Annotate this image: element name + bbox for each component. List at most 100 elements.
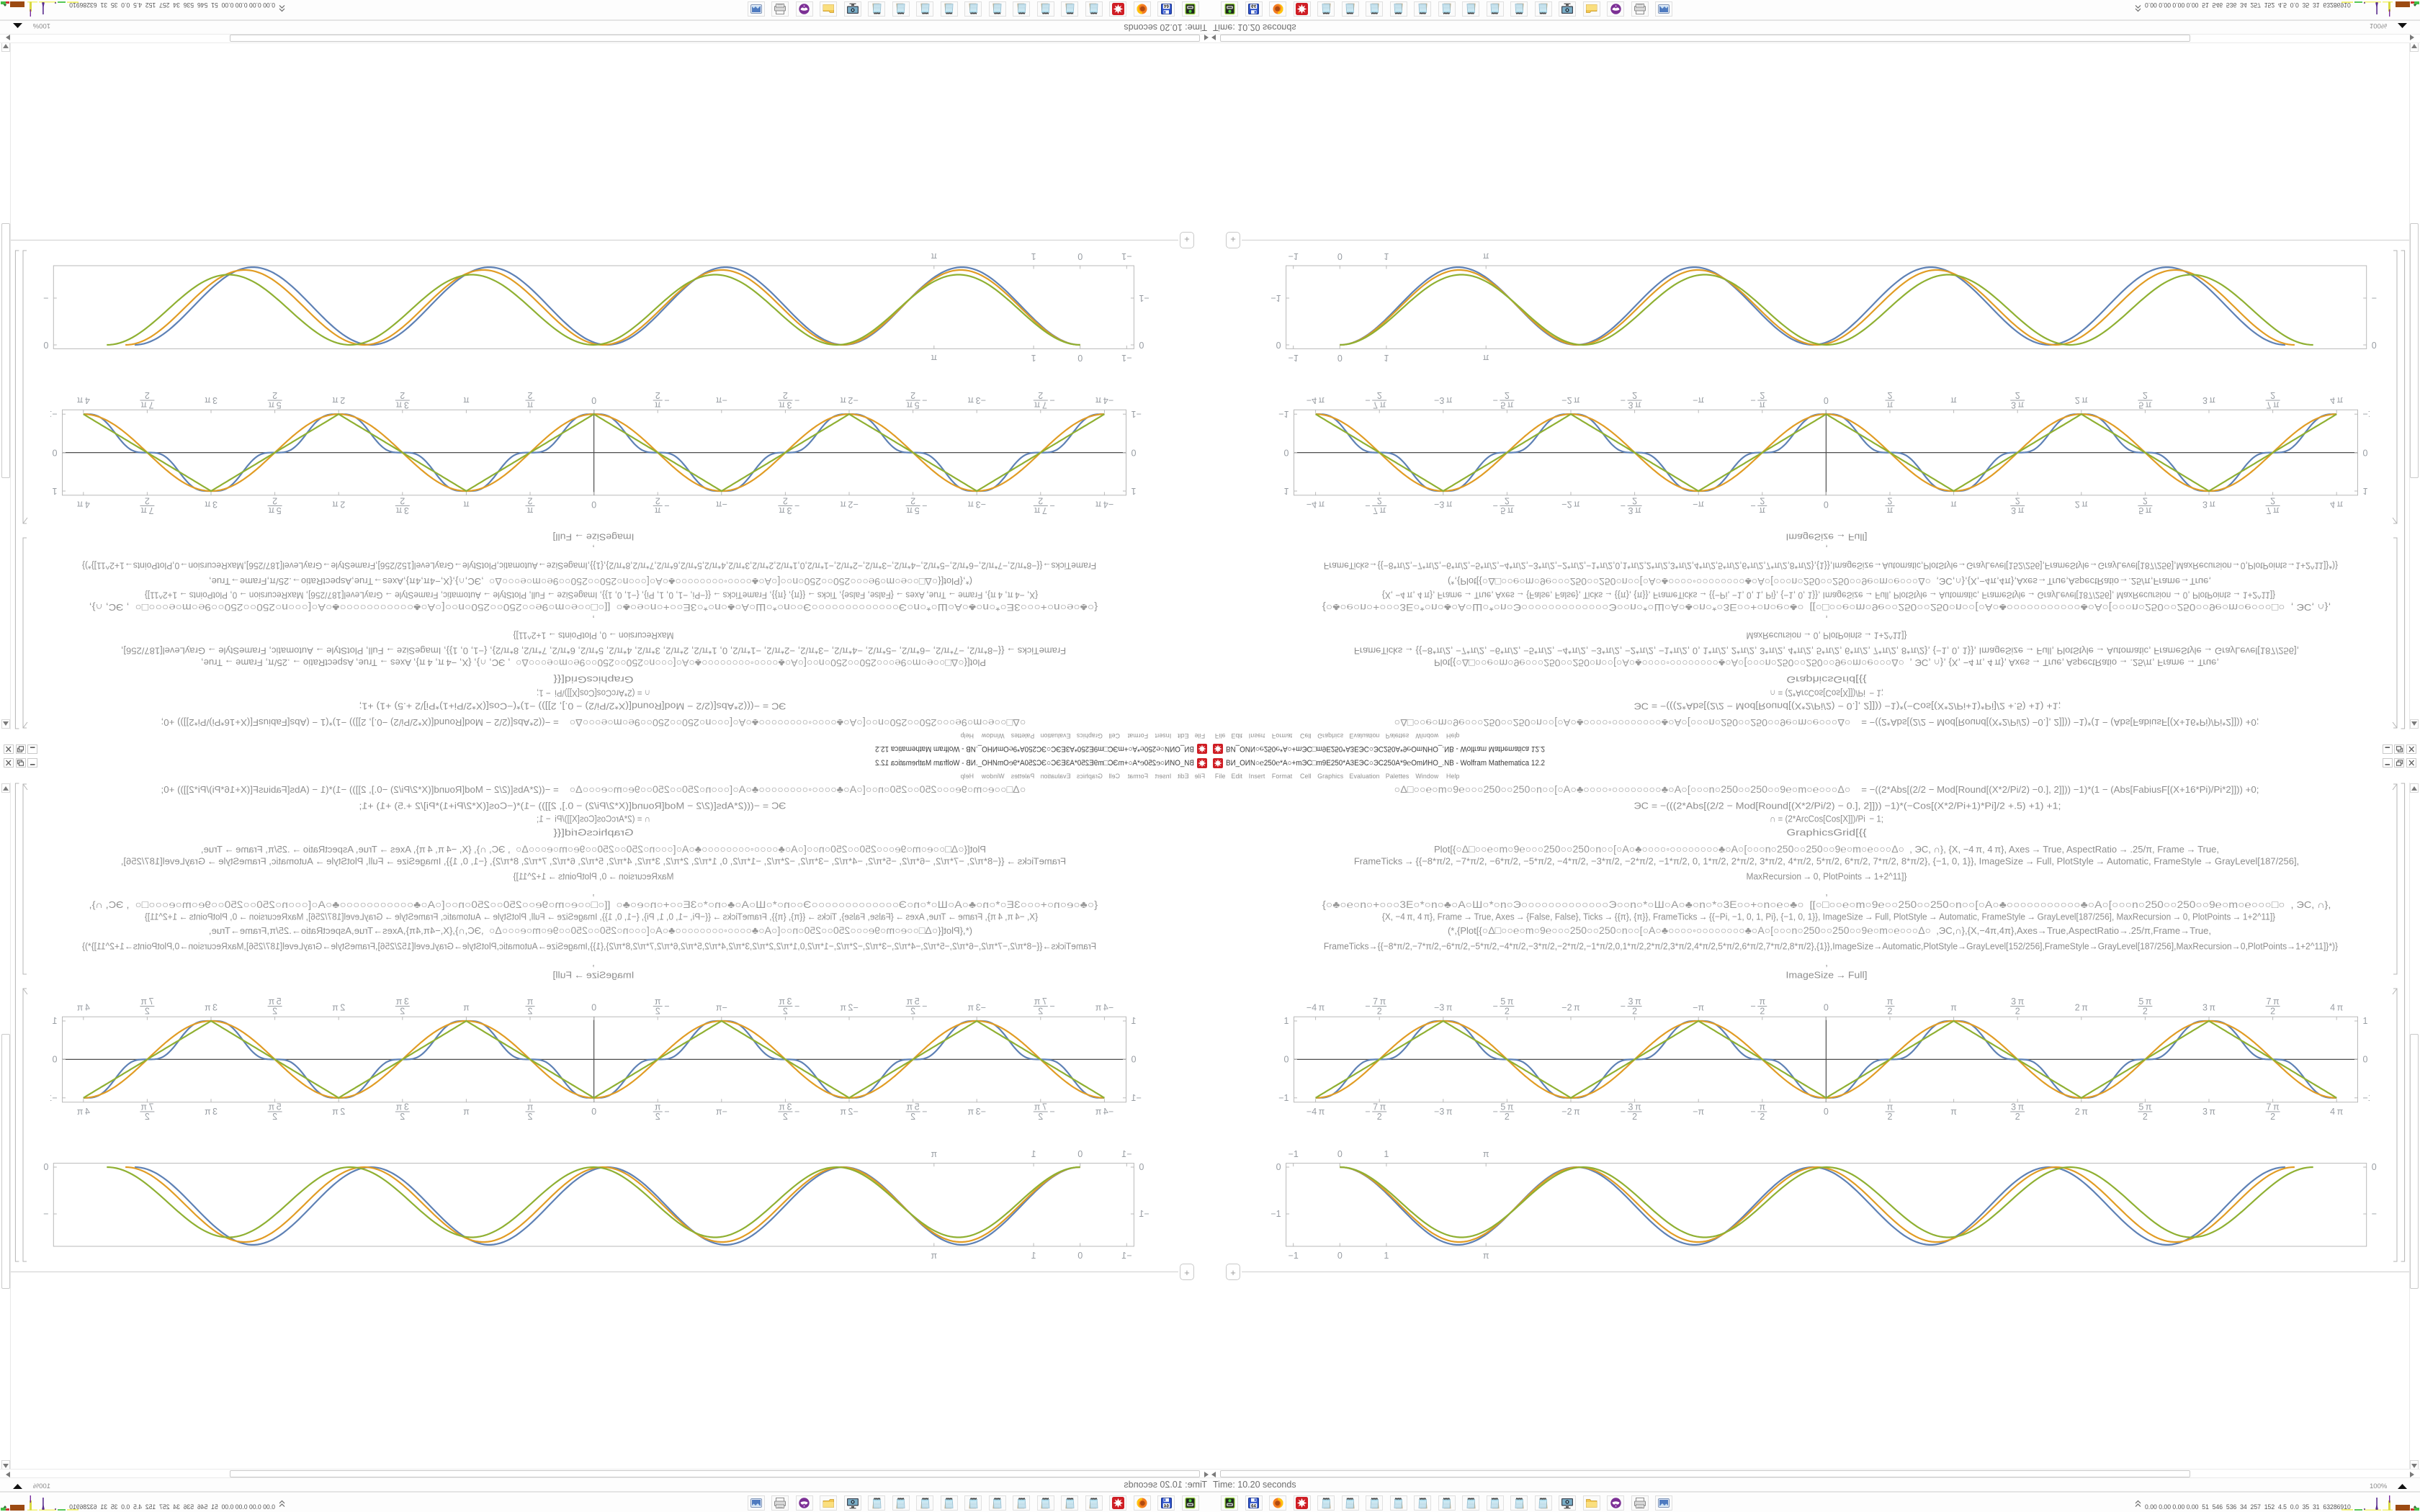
svg-text:−2 π: −2 π [1561, 500, 1580, 510]
svg-text:−3 π: −3 π [1434, 1107, 1453, 1117]
svg-text:0: 0 [591, 395, 596, 405]
svg-text:−: − [1750, 1002, 1755, 1012]
svg-text:−: − [1365, 395, 1370, 405]
svg-text:−1: −1 [43, 293, 48, 303]
svg-text:5 π: 5 π [1500, 1102, 1513, 1112]
svg-text:0: 0 [53, 447, 58, 457]
svg-text:−1: −1 [2363, 1093, 2370, 1103]
svg-text:2: 2 [272, 390, 277, 400]
svg-text:π: π [1759, 1102, 1765, 1112]
svg-text:−: − [664, 395, 669, 405]
svg-text:−1: −1 [1278, 1093, 1289, 1103]
svg-text:5 π: 5 π [2138, 1102, 2151, 1112]
svg-text:−: − [1493, 1107, 1498, 1117]
svg-text:0: 0 [1139, 1162, 1144, 1172]
svg-text:−1: −1 [2363, 409, 2370, 419]
svg-text:2: 2 [1888, 1112, 1893, 1122]
svg-text:5 π: 5 π [1500, 996, 1513, 1007]
svg-text:0: 0 [1337, 353, 1343, 363]
svg-text:2 π: 2 π [2075, 1107, 2088, 1117]
svg-text:3 π: 3 π [2202, 500, 2215, 510]
svg-text:−: − [922, 501, 927, 511]
svg-text:3 π: 3 π [2202, 1003, 2215, 1013]
svg-text:2: 2 [2270, 1112, 2275, 1122]
svg-text:7 π: 7 π [1373, 400, 1386, 410]
svg-text:π: π [1950, 1107, 1957, 1117]
svg-text:3 π: 3 π [1628, 1102, 1641, 1112]
svg-text:2: 2 [2015, 390, 2020, 400]
svg-text:−4 π: −4 π [1095, 500, 1113, 510]
svg-text:3 π: 3 π [395, 996, 408, 1007]
svg-text:1: 1 [53, 486, 58, 496]
svg-text:2: 2 [145, 390, 150, 400]
svg-text:3 π: 3 π [1628, 505, 1641, 516]
svg-text:2: 2 [1038, 1112, 1043, 1122]
svg-text:0: 0 [1131, 1055, 1136, 1065]
svg-text:0: 0 [1824, 1003, 1829, 1013]
svg-text:−1: −1 [1271, 293, 1281, 303]
svg-text:2: 2 [2270, 1007, 2275, 1017]
svg-text:−1: −1 [1139, 1209, 1149, 1219]
svg-text:−1: −1 [1271, 1209, 1281, 1219]
svg-text:2: 2 [1760, 1112, 1765, 1122]
svg-text:2: 2 [1760, 496, 1765, 506]
svg-text:4 π: 4 π [76, 1107, 89, 1117]
svg-text:2: 2 [783, 1007, 788, 1017]
svg-text:2: 2 [910, 1112, 915, 1122]
svg-text:2: 2 [145, 1007, 150, 1017]
svg-text:π: π [931, 1251, 937, 1261]
svg-text:−3 π: −3 π [967, 1107, 986, 1117]
svg-text:2: 2 [2143, 496, 2148, 506]
svg-text:π: π [655, 996, 661, 1007]
svg-text:3 π: 3 π [779, 996, 792, 1007]
svg-text:−π: −π [715, 395, 727, 405]
svg-text:2: 2 [910, 496, 915, 506]
svg-text:2: 2 [783, 390, 788, 400]
svg-text:π: π [1950, 1003, 1957, 1013]
svg-text:π: π [655, 1102, 661, 1112]
svg-text:2: 2 [1377, 1112, 1382, 1122]
svg-text:π: π [1950, 500, 1957, 510]
svg-text:1: 1 [1031, 1251, 1036, 1261]
svg-text:π: π [463, 500, 470, 510]
svg-text:π: π [526, 1102, 533, 1112]
svg-text:−2 π: −2 π [840, 500, 859, 510]
svg-text:2: 2 [527, 390, 532, 400]
svg-text:2: 2 [400, 390, 405, 400]
svg-text:5 π: 5 π [268, 505, 281, 516]
svg-text:2: 2 [2143, 1007, 2148, 1017]
svg-text:2: 2 [1505, 1112, 1510, 1122]
svg-text:1: 1 [2363, 486, 2368, 496]
svg-text:1: 1 [1131, 1016, 1136, 1026]
svg-text:−: − [794, 1107, 799, 1117]
svg-text:0: 0 [1824, 395, 1829, 405]
svg-text:0: 0 [1077, 353, 1083, 363]
svg-text:2: 2 [527, 496, 532, 506]
svg-text:7 π: 7 π [1034, 505, 1047, 516]
svg-text:−1: −1 [1289, 1251, 1299, 1261]
svg-text:2: 2 [2143, 390, 2148, 400]
svg-text:1: 1 [53, 1016, 58, 1026]
svg-text:3 π: 3 π [2202, 1107, 2215, 1117]
svg-text:−: − [1621, 1002, 1626, 1012]
svg-text:7 π: 7 π [2267, 996, 2280, 1007]
svg-text:5 π: 5 π [268, 996, 281, 1007]
svg-text:3 π: 3 π [779, 1102, 792, 1112]
svg-text:−4 π: −4 π [1095, 395, 1113, 405]
svg-text:−: − [1750, 1107, 1755, 1117]
svg-text:0: 0 [1824, 500, 1829, 510]
svg-text:2 π: 2 π [2075, 1003, 2088, 1013]
svg-text:2: 2 [1632, 390, 1637, 400]
svg-text:0: 0 [43, 340, 48, 350]
svg-text:1: 1 [1284, 486, 1289, 496]
svg-text:2: 2 [2270, 390, 2275, 400]
svg-text:3 π: 3 π [1628, 400, 1641, 410]
svg-text:3 π: 3 π [2011, 400, 2024, 410]
svg-text:0: 0 [1077, 251, 1083, 261]
svg-text:−: − [794, 501, 799, 511]
svg-text:2: 2 [400, 496, 405, 506]
svg-text:2: 2 [527, 1007, 532, 1017]
svg-text:0: 0 [1284, 447, 1289, 457]
svg-text:5 π: 5 π [268, 1102, 281, 1112]
svg-text:−π: −π [1693, 500, 1704, 510]
